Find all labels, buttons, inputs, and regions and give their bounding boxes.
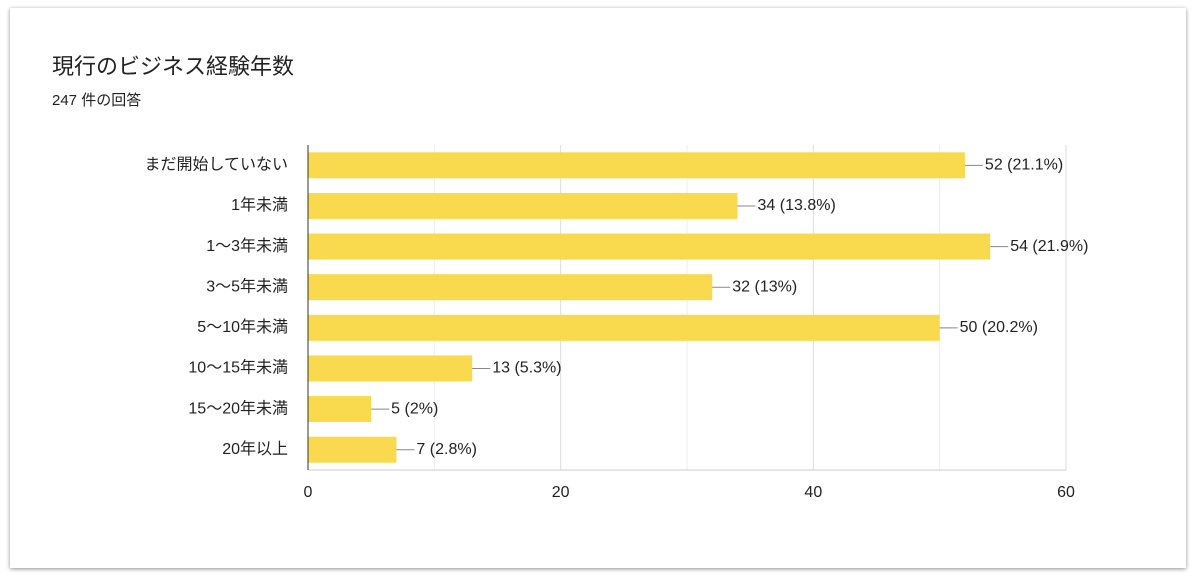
y-tick-label: 15〜20年未満 — [188, 399, 288, 417]
value-label: 5 (2%) — [391, 400, 438, 417]
value-label: 50 (20.2%) — [960, 319, 1038, 336]
bar — [308, 436, 397, 463]
y-tick-label: 3〜5年未満 — [206, 277, 288, 295]
value-label: 52 (21.1%) — [985, 157, 1063, 174]
x-tick-label: 60 — [1057, 484, 1075, 501]
bar — [308, 233, 991, 260]
bar — [308, 274, 713, 301]
bar — [308, 152, 965, 179]
x-tick-label: 0 — [304, 484, 313, 501]
x-tick-label: 40 — [804, 484, 822, 501]
value-label: 13 (5.3%) — [492, 360, 561, 377]
y-tick-label: 20年以上 — [222, 440, 288, 458]
chart-title: 現行のビジネス経験年数 — [52, 54, 294, 79]
bar — [308, 396, 372, 423]
y-tick-label: 1年未満 — [231, 196, 288, 214]
y-tick-label: 10〜15年未満 — [188, 359, 288, 377]
value-label: 7 (2.8%) — [416, 441, 476, 458]
bar — [308, 314, 940, 341]
y-tick-label: まだ開始していない — [144, 156, 288, 174]
value-label: 54 (21.9%) — [1010, 238, 1088, 255]
y-tick-label: 1〜3年未満 — [206, 237, 288, 255]
x-tick-label: 20 — [552, 484, 570, 501]
bar — [308, 192, 738, 219]
chart-subtitle: 247 件の回答 — [52, 92, 141, 109]
bar — [308, 355, 473, 382]
value-label: 34 (13.8%) — [758, 197, 836, 214]
value-label: 32 (13%) — [732, 278, 797, 295]
y-tick-label: 5〜10年未満 — [197, 318, 288, 336]
